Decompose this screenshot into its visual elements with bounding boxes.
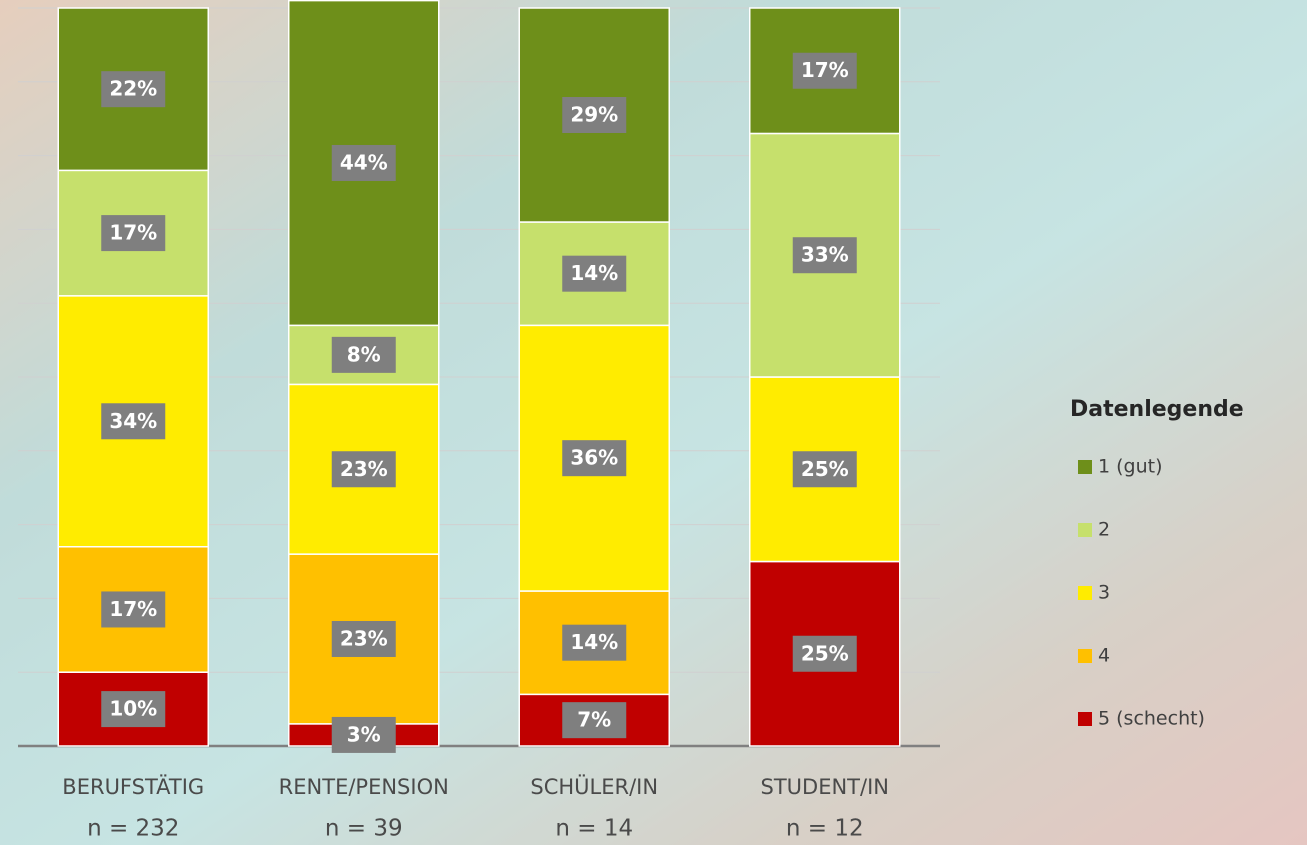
data-label: 10% [109,697,157,721]
sample-size: n = 14 [555,816,633,842]
data-label: 36% [570,446,618,470]
legend-swatch [1078,460,1092,474]
data-label: 25% [801,641,849,665]
data-label: 3% [347,722,381,746]
legend-label: 4 [1098,645,1110,667]
legend-label: 1 (gut) [1098,456,1163,478]
x-tick-label: STUDENT/IN [761,775,889,799]
x-tick-label: RENTE/PENSION [279,775,449,799]
data-label: 17% [109,597,157,621]
legend-title: Datenlegende [1070,397,1244,422]
legend-swatch [1078,649,1092,663]
data-label: 14% [570,630,618,654]
data-label: 23% [340,457,388,481]
data-label: 7% [577,708,611,732]
data-label: 29% [570,103,618,127]
legend-label: 2 [1098,519,1110,541]
legend-label: 3 [1098,582,1110,604]
data-label: 34% [109,409,157,433]
x-tick-label: BERUFSTÄTIG [62,774,204,799]
sample-size: n = 12 [786,816,864,842]
legend-label: 5 (schecht) [1098,708,1205,730]
page: Datenlegende 10% 17% 34% 17% 22% BERUFSTÄTIG n… [0,0,1307,845]
x-tick-label: SCHÜLER/IN [530,774,658,799]
legend-swatch [1078,712,1092,726]
data-label: 44% [340,150,388,174]
data-label: 25% [801,457,849,481]
data-label: 22% [109,77,157,101]
sample-size: n = 232 [87,816,179,842]
data-label: 17% [801,58,849,82]
chart: Datenlegende 10% 17% 34% 17% 22% BERUFSTÄTIG n… [0,0,1307,845]
data-label: 8% [347,342,381,366]
legend-swatch [1078,523,1092,537]
data-label: 17% [109,221,157,245]
data-label: 33% [801,243,849,267]
sample-size: n = 39 [325,816,403,842]
legend-swatch [1078,586,1092,600]
data-label: 14% [570,261,618,285]
data-label: 23% [340,626,388,650]
